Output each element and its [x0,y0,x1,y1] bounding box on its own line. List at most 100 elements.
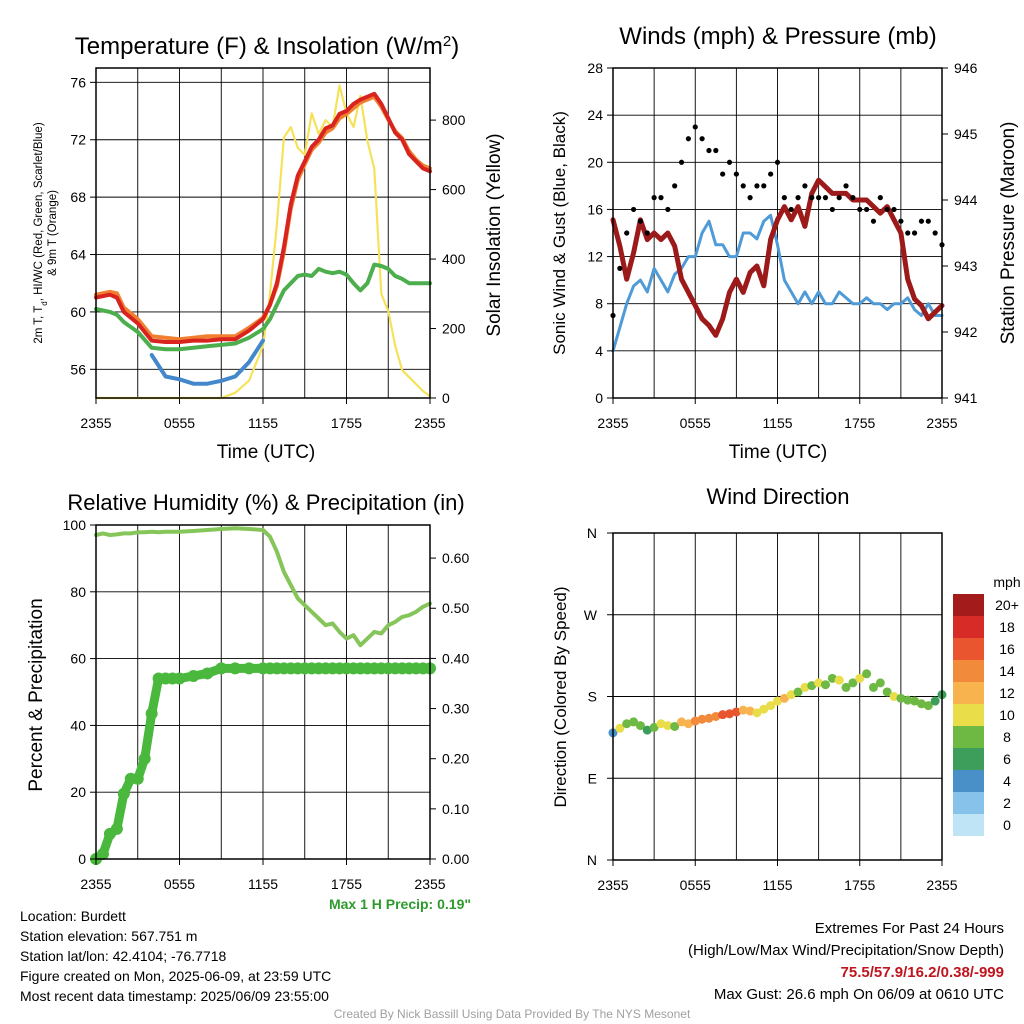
wind-direction-y-axis-label: Direction (Colored By Speed) [551,586,570,807]
wind-direction-point [766,701,776,711]
wind-direction-point [848,678,858,688]
y-tick-label: 0 [78,851,86,867]
wind-direction-point [896,693,906,703]
x-tick-label: 1755 [331,415,362,431]
colorbar-label: 2 [1003,795,1011,811]
y-tick-label: 56 [70,361,86,377]
precipitation-point [215,662,228,675]
y-tick-label: 24 [587,107,603,123]
y2-tick-label: 0.40 [442,650,469,666]
y-tick-label: 72 [70,132,86,148]
x-tick-label: 1755 [844,415,875,431]
gust-point [898,218,904,224]
y2-tick-label: 600 [442,182,466,198]
x-tick-label: 2355 [597,415,628,431]
extremes-subtitle: (High/Low/Max Wind/Precipitation/Snow De… [688,942,1004,959]
relative-humidity-line [94,526,432,648]
colorbar-swatch [953,616,984,638]
gust-point [891,206,897,213]
pressure-y-axis-label: Station Pressure (Maroon) [998,122,1019,345]
x-tick-label: 2355 [80,876,111,892]
wind-direction-point [855,673,865,683]
gust-point [706,147,712,154]
colorbar-swatch [953,594,984,616]
y-tick-label: 20 [70,784,86,800]
wind-direction-point [711,711,721,721]
gust-point [699,136,705,142]
y-tick-label: 76 [70,74,86,90]
precipitation-point [117,787,130,800]
precip-y-ticks: 0.00 0.10 0.20 0.30 0.40 0.50 0.60 [430,550,469,867]
colorbar-swatch [953,792,984,814]
x-tick-label: 2355 [597,877,628,893]
colorbar-label: 8 [1003,729,1011,745]
y-tick-label: 0 [595,390,603,406]
wind-direction-point [903,695,913,705]
y-tick-label: 20 [587,154,603,170]
wind-direction-point [910,696,920,706]
colorbar-label: 16 [999,641,1015,657]
wind-direction-point [800,682,810,692]
gust-point [651,195,657,201]
gust-point [644,230,650,236]
wind-direction-point [814,678,824,688]
gust-point [726,159,733,165]
y-tick-label: E [588,770,597,786]
gust-point [864,206,870,213]
colorbar-label: 20+ [995,597,1019,613]
wind-direction-point [677,717,687,727]
wind-direction-point [738,705,748,715]
gust-point [918,218,925,224]
wind-direction-point [745,706,755,716]
humidity-panel: Relative Humidity (%) & Precipitation (i… [26,490,469,892]
colorbar-swatch [953,704,984,726]
x-tick-label: 2355 [926,877,957,893]
extremes-info: Extremes For Past 24 Hours (High/Low/Max… [688,918,1004,1006]
y-tick-label: 40 [70,717,86,733]
wind-direction-point [731,707,741,717]
credit-line: Created By Nick Bassill Using Data Provi… [333,1007,691,1021]
y2-tick-label: 0.30 [442,701,469,717]
y-tick-label: 100 [63,517,87,533]
station-elevation: Station elevation: 567.751 m [20,928,198,944]
colorbar-label: 10 [999,707,1015,723]
wind-direction-point [862,669,872,679]
wind-direction-point [841,682,851,692]
x-tick-label: 1155 [248,876,278,892]
colorbar-swatch [953,814,984,836]
gust-point [911,230,918,236]
wind-direction-point [704,713,714,723]
y2-tick-label: 942 [954,324,978,340]
y2-tick-label: 0 [442,390,450,406]
gust-point [781,195,787,201]
x-tick-label: 0555 [164,415,195,431]
y-tick-label: 12 [587,249,603,265]
station-info: Location: Burdett Station elevation: 567… [20,906,331,1006]
y-tick-label: 28 [587,60,603,76]
wind-direction-point [786,690,796,700]
y-tick-label: 60 [70,304,86,320]
wind-direction-point [690,716,700,726]
pressure-line [610,177,945,338]
gust-point [774,159,781,165]
max-gust: Max Gust: 26.6 mph On 06/09 at 0610 UTC [713,986,1004,1003]
wind-direction-point [773,696,782,706]
colorbar-label: 0 [1003,817,1011,833]
colorbar-label: 6 [1003,751,1011,767]
y-tick-label: 4 [595,343,603,359]
wind-direction-point [663,721,673,731]
precipitation-point [110,822,123,835]
wind-direction-point [820,680,830,690]
temp-2m-line [94,91,432,344]
y2-tick-label: 200 [442,321,466,337]
speed-colorbar: 0 2 4 6 8 10 12 14 16 18 20+ [953,594,1019,836]
wind-direction-x-ticks: 2355 0555 1155 1755 2355 [597,860,958,893]
gust-point [624,230,630,236]
y-tick-label: 64 [70,247,86,263]
wind-direction-point [779,693,789,703]
gust-point [747,195,753,201]
gust-point [630,206,637,213]
precipitation-point [138,752,151,765]
x-tick-label: 1755 [331,876,362,892]
